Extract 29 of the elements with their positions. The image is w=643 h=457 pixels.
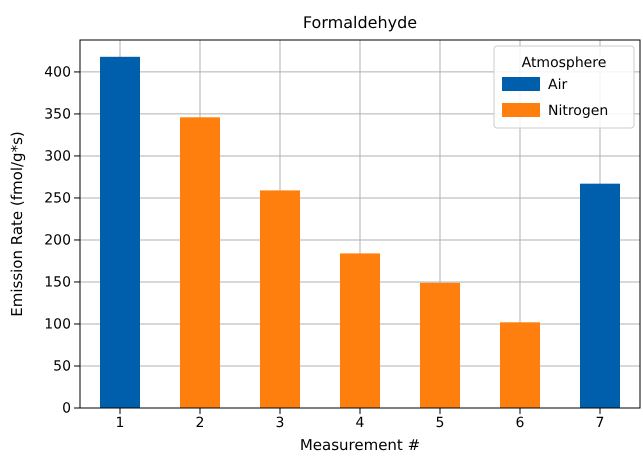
x-tick-label: 4 bbox=[356, 414, 365, 431]
legend-title: Atmosphere bbox=[522, 55, 606, 71]
y-tick-label: 300 bbox=[44, 148, 71, 164]
y-tick-label: 50 bbox=[53, 358, 71, 374]
y-tick-label: 350 bbox=[44, 106, 71, 122]
y-tick-label: 150 bbox=[44, 274, 71, 290]
x-tick-label: 1 bbox=[116, 414, 124, 431]
y-tick-label: 100 bbox=[44, 316, 71, 332]
x-tick-label: 5 bbox=[436, 414, 444, 431]
legend-label: Air bbox=[548, 77, 568, 93]
bar bbox=[580, 184, 620, 408]
bar bbox=[420, 282, 460, 408]
chart-title: Formaldehyde bbox=[302, 13, 418, 32]
bar bbox=[500, 322, 540, 408]
y-tick-label: 400 bbox=[44, 64, 71, 80]
bar bbox=[260, 190, 300, 408]
x-tick-label: 2 bbox=[196, 414, 204, 431]
bar bbox=[100, 56, 140, 408]
x-axis-title: Measurement # bbox=[300, 436, 420, 454]
bar bbox=[180, 117, 220, 408]
y-axis-title: Emission Rate (fmol/g*s) bbox=[8, 131, 26, 317]
legend-label: Nitrogen bbox=[548, 103, 608, 119]
y-tick-label: 0 bbox=[62, 400, 71, 416]
x-tick-label: 7 bbox=[596, 414, 604, 431]
y-tick-label: 200 bbox=[44, 232, 71, 248]
x-tick-label: 3 bbox=[276, 414, 284, 431]
y-tick-label: 250 bbox=[44, 190, 71, 206]
x-tick-label: 6 bbox=[516, 414, 525, 431]
bar bbox=[340, 253, 380, 408]
